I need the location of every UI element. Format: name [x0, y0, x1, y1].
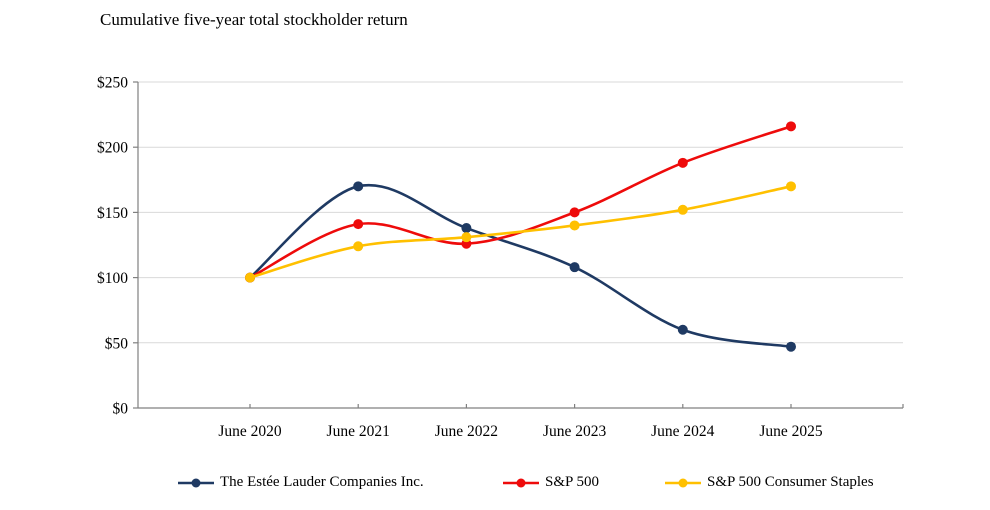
y-axis-tick-label: $150	[97, 205, 128, 222]
x-axis-tick-label: June 2020	[218, 423, 282, 440]
legend-label: S&P 500 Consumer Staples	[707, 474, 874, 490]
y-axis-tick-label: $200	[97, 140, 128, 157]
legend-marker-icon	[178, 478, 214, 487]
legend-item: The Estée Lauder Companies Inc.	[178, 474, 424, 491]
x-axis-tick-label: June 2025	[759, 423, 823, 440]
y-axis-tick-label: $0	[113, 401, 129, 418]
data-point-marker	[353, 241, 364, 252]
data-point-marker	[786, 121, 796, 132]
data-point-marker	[786, 181, 796, 192]
data-point-marker	[569, 262, 580, 273]
data-point-marker	[569, 207, 580, 218]
series-line	[248, 183, 793, 349]
data-point-marker	[353, 181, 364, 192]
data-point-marker	[461, 232, 472, 243]
legend-marker-icon	[665, 478, 701, 487]
y-axis-tick-label: $250	[97, 75, 128, 92]
legend-item: S&P 500	[503, 474, 599, 491]
data-point-marker	[245, 272, 255, 283]
data-point-marker	[569, 220, 580, 231]
data-point-marker	[677, 157, 688, 168]
legend-marker-icon	[503, 478, 539, 487]
legend-label: The Estée Lauder Companies Inc.	[220, 474, 424, 490]
series-line	[248, 125, 793, 279]
x-axis-tick-label: June 2022	[435, 423, 498, 440]
x-axis-tick-label: June 2024	[651, 423, 715, 440]
x-axis-tick-label: June 2023	[543, 423, 607, 440]
legend-item: S&P 500 Consumer Staples	[665, 474, 874, 491]
chart-legend: The Estée Lauder Companies Inc. S&P 500 S&…	[0, 474, 990, 498]
series-line	[248, 185, 793, 279]
x-axis-tick-label: June 2021	[327, 423, 390, 440]
data-point-marker	[461, 223, 472, 234]
data-point-marker	[786, 341, 796, 352]
data-point-marker	[677, 324, 688, 335]
data-point-marker	[677, 204, 688, 215]
chart-title: Cumulative five-year total stockholder r…	[100, 10, 408, 29]
legend-label: S&P 500	[545, 474, 600, 490]
y-axis-tick-label: $100	[97, 270, 128, 287]
y-axis-tick-label: $50	[105, 335, 129, 352]
data-point-marker	[353, 219, 364, 230]
